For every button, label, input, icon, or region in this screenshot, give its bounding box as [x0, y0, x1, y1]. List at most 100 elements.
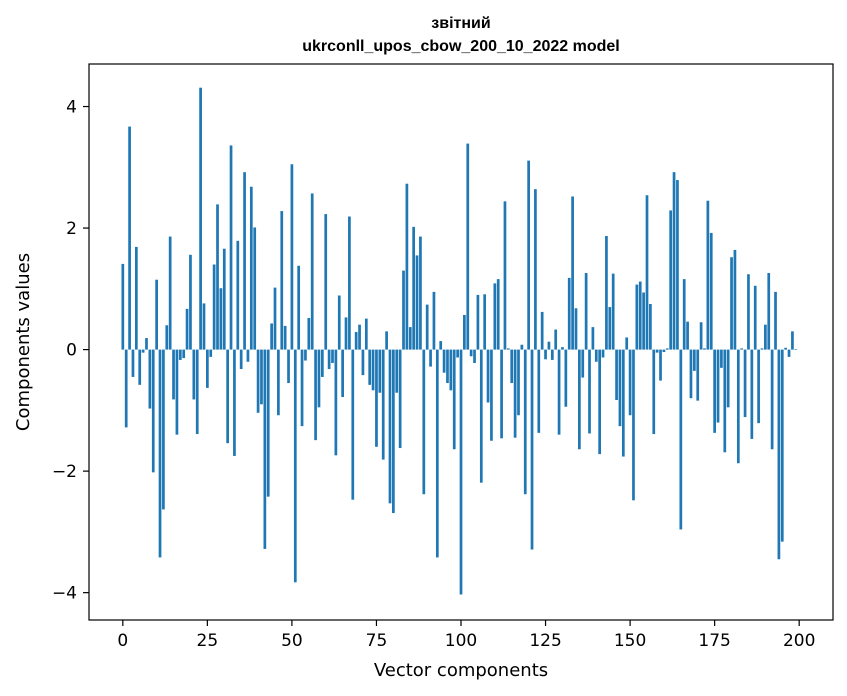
- bar: [172, 349, 175, 400]
- bar: [537, 349, 541, 433]
- bar: [405, 183, 409, 350]
- bar: [716, 349, 720, 423]
- x-tick-label: 175: [698, 631, 730, 651]
- bar: [189, 254, 192, 350]
- bar: [266, 349, 270, 497]
- bar: [598, 349, 602, 455]
- bar: [561, 347, 564, 350]
- bar: [463, 314, 466, 350]
- bar: [138, 349, 142, 385]
- bar: [392, 349, 395, 514]
- bar: [733, 249, 737, 350]
- bar: [344, 317, 348, 350]
- bar: [304, 349, 307, 361]
- bar: [628, 349, 632, 416]
- bar: [662, 349, 666, 353]
- y-tick-label: −4: [52, 584, 77, 604]
- bar: [307, 318, 311, 350]
- bar: [774, 291, 777, 350]
- x-tick-label: 75: [366, 631, 388, 651]
- bar: [686, 321, 689, 350]
- bar: [780, 349, 784, 542]
- bar: [584, 273, 588, 350]
- bar: [371, 349, 375, 391]
- bar: [283, 325, 287, 350]
- bar: [757, 349, 760, 424]
- bar: [341, 349, 344, 397]
- bar: [500, 349, 503, 439]
- bar: [256, 349, 260, 413]
- bar: [229, 145, 233, 350]
- x-tick-label: 0: [117, 631, 128, 651]
- bar: [632, 349, 635, 501]
- bar: [162, 349, 165, 510]
- bar: [199, 87, 202, 350]
- bar: [310, 193, 314, 350]
- bar: [385, 331, 388, 350]
- bar: [320, 349, 324, 377]
- bar: [787, 349, 791, 357]
- bar: [165, 325, 169, 350]
- bar: [222, 248, 226, 350]
- bar: [351, 349, 355, 500]
- bar: [178, 349, 182, 360]
- bar: [233, 349, 236, 456]
- x-tick-label: 150: [614, 631, 646, 651]
- bar: [412, 226, 416, 350]
- bar: [253, 227, 257, 350]
- bar: [243, 172, 246, 350]
- bar: [692, 349, 696, 371]
- bar: [483, 294, 487, 350]
- bar: [459, 349, 463, 595]
- bar: [260, 349, 263, 405]
- bar: [324, 214, 328, 350]
- bar: [706, 200, 710, 350]
- bar: [388, 349, 392, 504]
- bar: [158, 349, 162, 558]
- bar: [588, 349, 591, 434]
- bar: [513, 349, 517, 438]
- bar: [645, 195, 649, 350]
- x-tick-label: 50: [281, 631, 303, 651]
- bar: [141, 349, 145, 353]
- bar: [699, 322, 703, 350]
- bar: [676, 180, 679, 350]
- bar: [364, 318, 368, 350]
- bar: [713, 349, 716, 433]
- bar: [740, 348, 744, 350]
- bar: [486, 349, 490, 403]
- bar: [571, 196, 574, 350]
- bar: [206, 349, 209, 388]
- bar: [479, 349, 483, 483]
- bar: [753, 285, 757, 350]
- bar: [358, 324, 361, 350]
- bar: [202, 303, 206, 350]
- bar: [601, 349, 605, 358]
- bar: [175, 349, 179, 435]
- bar: [277, 349, 280, 416]
- bar: [794, 348, 798, 350]
- bar: [300, 349, 304, 427]
- bar: [432, 291, 436, 350]
- bar: [621, 349, 625, 457]
- bar: [547, 341, 551, 350]
- bar: [398, 349, 402, 449]
- bar: [777, 349, 781, 560]
- bar: [642, 292, 645, 350]
- bar: [442, 349, 446, 373]
- bar: [581, 349, 585, 378]
- bar: [540, 311, 544, 350]
- bar: [659, 349, 662, 381]
- x-axis-label: Vector components: [374, 660, 548, 681]
- bar: [767, 273, 771, 350]
- bar: [557, 349, 561, 435]
- y-axis-ticks: −4 −2 0 2 4: [52, 98, 89, 604]
- y-tick-label: 0: [66, 341, 77, 361]
- bar: [148, 349, 152, 409]
- bar: [293, 349, 297, 583]
- x-tick-label: 25: [197, 631, 219, 651]
- bar: [625, 337, 629, 350]
- bar: [523, 349, 527, 495]
- bar: [219, 288, 223, 350]
